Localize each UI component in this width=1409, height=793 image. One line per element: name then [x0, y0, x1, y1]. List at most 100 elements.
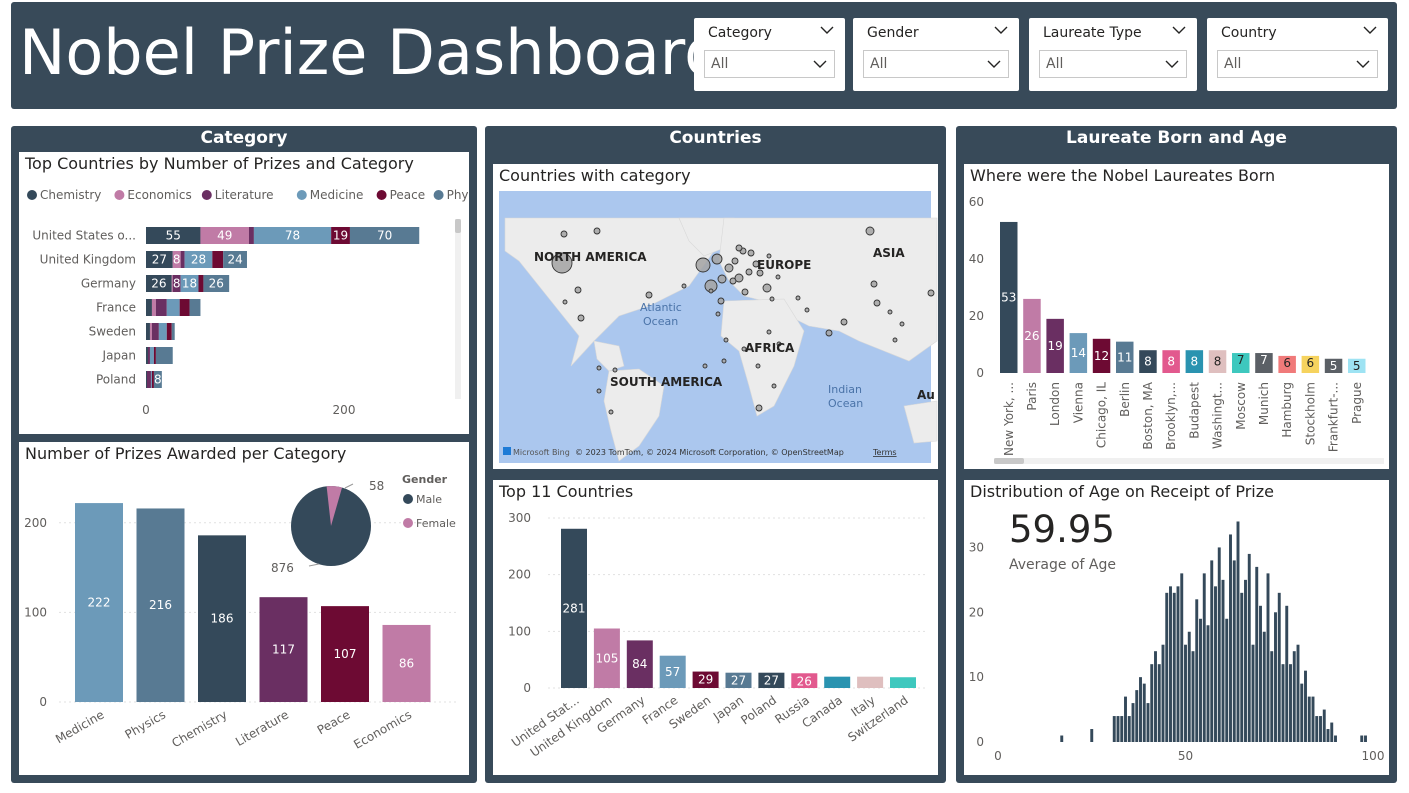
- map-bubble: [562, 299, 568, 305]
- map-bubble: [892, 337, 898, 343]
- bar-segment: [153, 371, 162, 388]
- histogram-bar: [1281, 664, 1285, 742]
- map-label: Atlantic: [640, 301, 682, 314]
- slicer-dropdown[interactable]: All: [1217, 50, 1378, 78]
- histogram-bar: [1289, 664, 1292, 742]
- legend-label: Peace: [390, 188, 426, 202]
- slicer-gender[interactable]: Gender All: [853, 18, 1019, 91]
- bar: [1278, 355, 1296, 373]
- x-tick-label: Physics: [123, 707, 168, 741]
- bar-segment: [349, 227, 420, 244]
- map-bubble: [596, 388, 602, 394]
- slicer-dropdown[interactable]: All: [1039, 50, 1187, 78]
- category-label: United Kingdom: [40, 253, 136, 267]
- scrollbar-track: [455, 219, 461, 399]
- bar: [1255, 353, 1273, 373]
- histogram-bar: [1296, 644, 1300, 742]
- bar-segment: [146, 323, 150, 340]
- chevron-down-icon[interactable]: [1171, 24, 1187, 36]
- histogram-bar: [1199, 618, 1202, 742]
- map-bubble: [870, 280, 878, 288]
- data-label: 8: [1167, 355, 1175, 369]
- map-bubble: [873, 299, 881, 307]
- data-label: 222: [88, 596, 111, 610]
- histogram-bar: [1135, 690, 1139, 742]
- scrollbar-track: [994, 458, 1384, 464]
- land-mass: [903, 400, 938, 444]
- world-map[interactable]: NORTH AMERICAEUROPEASIAAtlanticOceanAFRI…: [493, 164, 938, 469]
- bar-segment: [200, 227, 249, 244]
- map-bubble: [865, 226, 875, 236]
- map-bubble: [769, 296, 775, 302]
- map-bubble: [711, 253, 723, 265]
- x-tick-label: Chemistry: [169, 707, 229, 750]
- histogram-bar: [1116, 716, 1120, 742]
- histogram-bar: [1334, 735, 1337, 742]
- map-brand: Microsoft Bing: [513, 448, 570, 457]
- map-bubble: [560, 230, 568, 238]
- y-tick-label: 300: [508, 511, 531, 525]
- slicer-category[interactable]: Category All: [694, 18, 845, 91]
- histogram-bar: [1214, 586, 1217, 742]
- slicer-dropdown[interactable]: All: [863, 50, 1009, 78]
- data-label: 11: [1117, 350, 1132, 364]
- x-tick-label: Chicago, IL: [1095, 382, 1109, 448]
- age-histogram[interactable]: 0 10 20 30 0 50 100: [964, 480, 1389, 775]
- x-tick-label: Budapest: [1187, 382, 1201, 439]
- map-label: Ocean: [643, 315, 678, 328]
- y-tick-label: 30: [969, 540, 984, 554]
- bar: [758, 672, 785, 688]
- histogram-bar: [1142, 683, 1146, 742]
- x-tick-label: Berlin: [1118, 382, 1132, 417]
- slicer-label: Laureate Type: [1043, 25, 1142, 41]
- bar-segment: [248, 227, 254, 244]
- map-bubble: [756, 269, 764, 277]
- slicer-value: All: [1224, 56, 1242, 72]
- data-label: 6: [1283, 356, 1291, 370]
- histogram-bar: [1285, 605, 1289, 742]
- chevron-down-icon[interactable]: [819, 24, 835, 36]
- histogram-bar: [1112, 716, 1116, 742]
- slicer-dropdown[interactable]: All: [704, 50, 835, 78]
- card-born-cities: Where were the Nobel Laureates Born 0 20 4…: [964, 164, 1389, 469]
- map-bubble: [887, 309, 893, 315]
- chevron-down-icon[interactable]: [1362, 24, 1378, 36]
- slicer-laureate-type[interactable]: Laureate Type All: [1029, 18, 1197, 91]
- data-label: 107: [334, 647, 357, 661]
- map-bubble: [762, 283, 772, 293]
- x-tick-label: Stockholm: [1303, 382, 1317, 445]
- bar-segment: [212, 251, 224, 268]
- stacked-bar-chart[interactable]: Chemistry Economics Literature Medicine Peac…: [19, 152, 469, 434]
- histogram-bar: [1292, 651, 1296, 742]
- legend-label: Medicine: [310, 188, 364, 202]
- born-cities-bar-chart[interactable]: 0 20 40 60 53 New York, ... 26 Paris 19 London 14 V…: [964, 164, 1389, 469]
- x-tick-label: 200: [333, 403, 356, 417]
- chevron-down-icon[interactable]: [993, 24, 1009, 36]
- bar: [1046, 318, 1064, 373]
- slicer-label: Gender: [867, 25, 919, 41]
- y-tick-label: 10: [969, 670, 984, 684]
- pie-label: 58: [369, 479, 384, 493]
- bar: [1185, 350, 1204, 373]
- map-label: Indian: [828, 383, 862, 396]
- histogram-bar: [1247, 553, 1251, 742]
- bar-segment: [151, 323, 159, 340]
- chart-title: Top Countries by Number of Prizes and Ca…: [25, 154, 414, 173]
- legend-marker: [403, 518, 413, 528]
- category-bar-chart[interactable]: 0 100 200 222 Medicine 216 Physics 186 Chemistry…: [19, 442, 469, 775]
- histogram-bar: [1202, 573, 1206, 742]
- histogram-bar: [1319, 716, 1322, 742]
- bar-segment: [146, 227, 201, 244]
- bar-segment: [149, 347, 154, 364]
- histogram-bar: [1184, 644, 1187, 742]
- bar-segment: [171, 275, 173, 292]
- data-label: 8: [173, 277, 181, 291]
- slicer-country[interactable]: Country All: [1207, 18, 1388, 91]
- legend-label: Literature: [215, 188, 274, 202]
- histogram-bar: [1274, 612, 1277, 742]
- x-tick-label: Munich: [1257, 382, 1271, 425]
- map-bubble: [735, 244, 743, 252]
- map-bubble: [723, 337, 729, 343]
- data-label: 19: [333, 229, 348, 243]
